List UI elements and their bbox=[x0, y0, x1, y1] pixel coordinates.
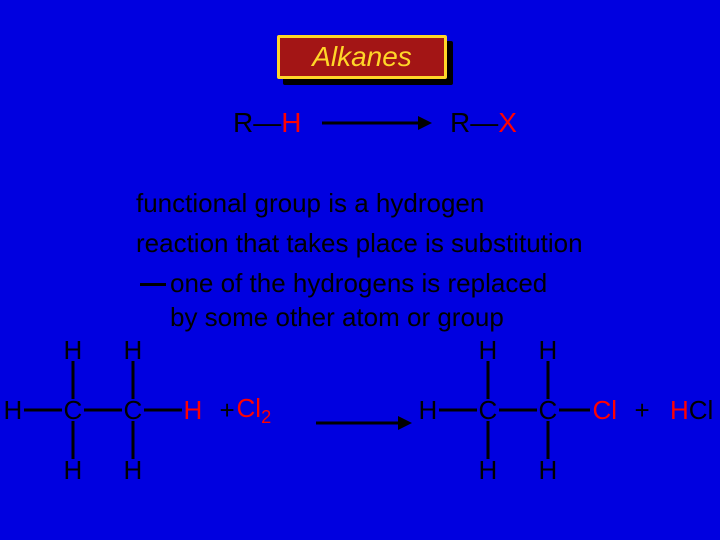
rx-dash: — bbox=[470, 107, 498, 138]
leftmol-bond-cl-down bbox=[71, 419, 75, 461]
hcl: HCl bbox=[670, 395, 713, 426]
rx-x: X bbox=[498, 107, 517, 138]
rightmol-bond-hl-c bbox=[437, 408, 479, 412]
rh-to-rx-arrow bbox=[308, 109, 446, 137]
leftmol-bond-cr-up bbox=[131, 359, 135, 401]
leftmol-bond-cr-down bbox=[131, 419, 135, 461]
plus-2: + bbox=[635, 395, 650, 426]
rightmol-bond-cr-down bbox=[546, 419, 550, 461]
rh-h: H bbox=[281, 107, 301, 138]
rightmol-right-sub: Cl bbox=[593, 395, 618, 426]
leftmol-bond-c-c bbox=[82, 408, 124, 412]
slide: AlkanesR—HR—Xfunctional group is a hydro… bbox=[0, 0, 720, 540]
rightmol-bond-cr-up bbox=[546, 359, 550, 401]
plus-1: + bbox=[220, 395, 235, 426]
reaction-arrow bbox=[302, 409, 426, 437]
leftmol-bond-cl-up bbox=[71, 359, 75, 401]
leftmol-bond-c-right bbox=[142, 408, 184, 412]
rightmol-H-left: H bbox=[419, 395, 438, 426]
desc-line-0: functional group is a hydrogen bbox=[136, 190, 484, 217]
hcl-h: H bbox=[670, 395, 689, 425]
leftmol-right-sub: H bbox=[184, 395, 203, 426]
title-text: Alkanes bbox=[312, 41, 412, 73]
desc-line-1: reaction that takes place is substitutio… bbox=[136, 230, 583, 257]
rightmol-bond-cl-up bbox=[486, 359, 490, 401]
rightmol-bond-c-right bbox=[557, 408, 592, 412]
leftmol-bond-hl-c bbox=[22, 408, 64, 412]
title-box: Alkanes bbox=[277, 35, 447, 79]
hcl-cl: Cl bbox=[689, 395, 714, 425]
rh-group: R—H bbox=[233, 108, 301, 137]
rightmol-bond-cl-down bbox=[486, 419, 490, 461]
desc-line-2: one of the hydrogens is replaced bbox=[170, 270, 547, 297]
indent-dash bbox=[140, 283, 166, 286]
cl2: Cl2 bbox=[237, 393, 272, 428]
leftmol-H-left: H bbox=[4, 395, 23, 426]
rightmol-bond-c-c bbox=[497, 408, 539, 412]
desc-line-3: by some other atom or group bbox=[170, 304, 504, 331]
rx-group: R—X bbox=[450, 108, 517, 137]
rh-r: R bbox=[233, 107, 253, 138]
rx-r: R bbox=[450, 107, 470, 138]
rh-dash: — bbox=[253, 107, 281, 138]
